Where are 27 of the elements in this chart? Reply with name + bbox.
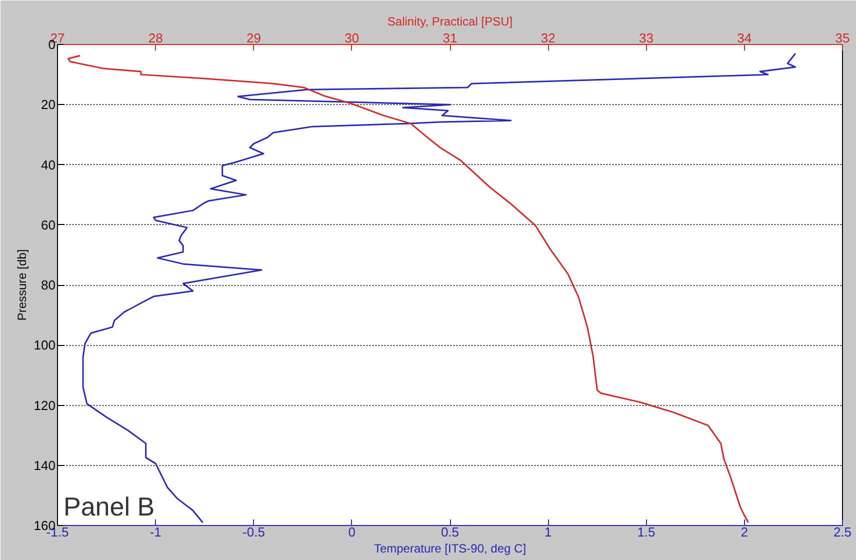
x2-tick-label: 30 — [344, 30, 360, 46]
y-tick-label: 60 — [41, 217, 56, 232]
x2-axis-title: Salinity, Practical [PSU] — [387, 14, 513, 28]
x-axis-title: Temperature [ITS-90, deg C] — [374, 542, 526, 556]
x-tick-label: 1.5 — [637, 524, 656, 540]
x2-tick-label: 31 — [442, 30, 458, 46]
y-axis-title: Pressure [db] — [14, 249, 29, 321]
x-tick-label: 0 — [348, 524, 356, 540]
x-tick-label: 2 — [740, 524, 748, 540]
y-tick-label: 80 — [41, 278, 56, 292]
y-tick-label: 100 — [34, 338, 56, 353]
x-tick-label: 1 — [544, 524, 552, 540]
y-tick-label: 140 — [34, 458, 56, 473]
x2-tick-label: 35 — [835, 30, 850, 46]
x-tick-label: -1 — [150, 524, 162, 540]
y-tick-label: 40 — [41, 157, 56, 172]
y-tick-label: 20 — [41, 97, 56, 112]
x2-tick-label: 28 — [148, 30, 163, 46]
x2-tick-label: 33 — [639, 30, 654, 46]
x-tick-label: -0.5 — [242, 524, 265, 540]
x-tick-label: 2.5 — [833, 524, 852, 540]
x2-tick-label: 32 — [540, 30, 556, 46]
x2-tick-label: 29 — [246, 30, 261, 46]
y-tick-label: 120 — [34, 398, 56, 413]
annotation: Panel B — [64, 492, 155, 522]
x-tick-label: 0.5 — [440, 524, 460, 540]
x2-tick-label: 34 — [737, 30, 752, 46]
